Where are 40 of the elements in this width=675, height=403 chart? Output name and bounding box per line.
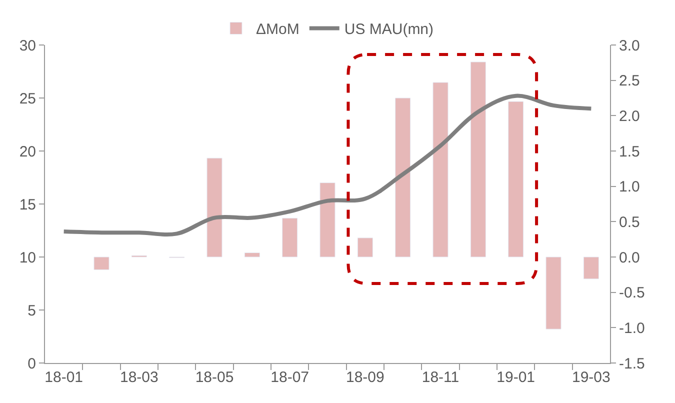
- y2-tick-label: -1.5: [619, 355, 645, 372]
- x-tick-label: 18-07: [270, 369, 310, 386]
- y2-tick-label: 0.5: [619, 214, 640, 231]
- x-tick-label: 19-01: [496, 369, 536, 386]
- y-tick-label: 20: [19, 143, 36, 160]
- bar: [395, 98, 411, 258]
- bar: [546, 256, 562, 330]
- y-tick-label: 5: [28, 302, 36, 320]
- bar: [583, 256, 599, 280]
- y-tick-label: 30: [19, 37, 36, 54]
- bar: [282, 218, 298, 258]
- y2-tick-label: -1.0: [619, 320, 645, 337]
- bar: [470, 62, 486, 258]
- y2-tick-label: -0.5: [619, 284, 645, 302]
- y2-tick-label: 1.0: [619, 178, 640, 196]
- x-tick-label: 18-11: [422, 369, 460, 386]
- y-tick-label: 15: [19, 196, 36, 214]
- x-tick-label: 18-05: [195, 369, 234, 386]
- x-tick-label: 18-09: [346, 369, 384, 386]
- y2-tick-label: 2.5: [619, 72, 640, 90]
- legend-label: US MAU(mn): [344, 21, 434, 38]
- legend-label: ΔMoM: [256, 21, 300, 38]
- bar: [244, 252, 260, 258]
- y-tick-label: 0: [28, 355, 36, 372]
- y2-tick-label: 2.0: [619, 108, 640, 125]
- bar: [94, 256, 110, 270]
- y-tick-label: 10: [19, 249, 36, 266]
- y2-tick-label: 0.0: [619, 249, 640, 266]
- bar: [357, 238, 373, 258]
- x-tick-label: 18-03: [120, 369, 158, 386]
- x-tick-label: 19-03: [572, 369, 610, 386]
- bar: [432, 82, 448, 258]
- bar: [320, 182, 336, 258]
- y2-tick-label: 1.5: [619, 143, 640, 160]
- y2-tick-label: 3.0: [619, 37, 640, 54]
- bar: [206, 158, 222, 258]
- bar: [508, 101, 524, 258]
- y-tick-label: 25: [19, 90, 36, 108]
- x-tick-label: 18-01: [44, 369, 84, 386]
- line-series: [62, 94, 594, 236]
